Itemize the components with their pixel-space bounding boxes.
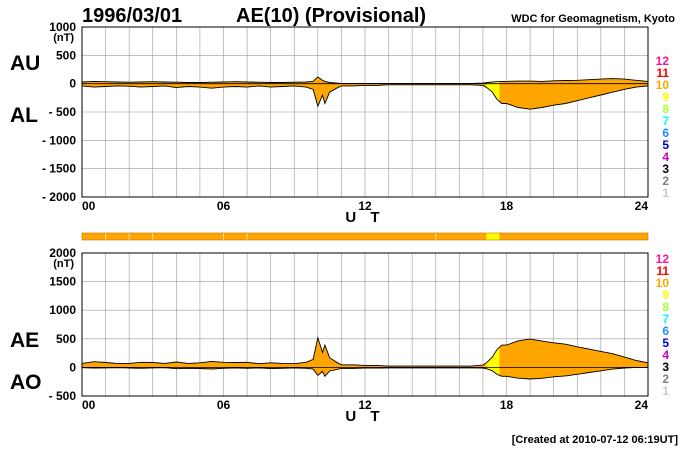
au-al-y-tick-label: - 1500: [42, 162, 76, 176]
au-al-area-highlight: [486, 81, 500, 102]
data-status-bar: [81, 232, 649, 241]
ae-ao-x-tick-label: 06: [217, 398, 231, 412]
au-al-level-8: 8: [662, 102, 669, 116]
ao-label: AO: [10, 371, 42, 394]
ae-ao-y-tick-label: - 500: [49, 389, 77, 403]
au-al-x-tick-label: 00: [82, 199, 96, 213]
ae-ao-lines: [81, 335, 649, 380]
ae-label: AE: [10, 329, 39, 352]
ae-ao-x-tick-label: 18: [500, 398, 514, 412]
au-al-level-2: 2: [662, 174, 669, 188]
ae-ao-y-tick-label: 2000: [49, 246, 76, 260]
ae-ao-level-8: 8: [662, 300, 669, 314]
ae-ao-level-1: 1: [662, 384, 669, 398]
ae-ao-x-ticks: 00 06 12 18 24: [82, 398, 648, 412]
au-al-y-tick-label: - 1000: [42, 133, 76, 147]
status-segment: [82, 233, 487, 240]
ae-ao-level-11: 11: [656, 264, 669, 278]
au-al-y-tick-label: - 500: [49, 105, 77, 119]
ae-ao-level-9: 9: [662, 288, 669, 302]
series-line-ae: [81, 335, 649, 367]
ae-ao-x-tick-label: 00: [82, 398, 96, 412]
ae-ao-area-highlight: [486, 347, 500, 376]
series-line-au: [81, 76, 649, 84]
ae-ao-area-fill: [82, 337, 648, 379]
status-segment: [486, 233, 500, 240]
ae-ao-level-2: 2: [662, 372, 669, 386]
au-al-y-tick-label: 500: [56, 48, 76, 62]
au-al-x-tick-label: 24: [635, 199, 649, 213]
ae-ao-level-10: 10: [656, 276, 670, 290]
date-title: 1996/03/01: [82, 5, 182, 27]
ae-ao-y-tick-label: 500: [56, 332, 76, 346]
au-al-x-axis-label: U T: [345, 209, 384, 226]
ae-ao-x-tick-label: 24: [635, 398, 649, 412]
au-al-level-6: 6: [662, 126, 669, 140]
au-al-level-9: 9: [662, 90, 669, 104]
au-al-y-tick-label: - 2000: [42, 190, 76, 204]
ae-ao-frame: [81, 252, 649, 397]
series-line-ao: [81, 366, 648, 380]
ae-ao-level-3: 3: [662, 360, 669, 374]
ae-ao-grid: [82, 253, 648, 396]
au-al-x-tick-label: 12: [358, 199, 372, 213]
status-segment: [499, 233, 648, 240]
au-al-area-fill: [82, 76, 648, 110]
ae-ao-level-7: 7: [662, 312, 669, 326]
au-label: AU: [10, 52, 40, 75]
ae-ao-x-axis-label: U T: [345, 408, 384, 425]
ae-ao-level-6: 6: [662, 324, 669, 338]
au-al-x-tick-label: 18: [500, 199, 514, 213]
au-al-level-10: 10: [656, 78, 670, 92]
au-al-frame: [81, 26, 649, 198]
au-al-fill: [82, 76, 648, 110]
au-al-level-3: 3: [662, 162, 669, 176]
created-timestamp: [Created at 2010-07-12 06:19UT]: [512, 434, 679, 446]
au-al-x-tick-label: 06: [217, 199, 231, 213]
au-al-x-ticks: 00 06 12 18 24: [82, 199, 648, 213]
au-al-y-tick-label: 1000: [49, 20, 76, 34]
ae-ao-level-4: 4: [662, 348, 669, 362]
au-al-lines: [81, 76, 649, 110]
ae-ao-y-ticks: 2000 1500 1000 500 0 - 500: [49, 246, 77, 403]
ae-ao-x-tick-label: 12: [358, 398, 372, 412]
ae-ao-fill: [82, 337, 648, 379]
ae-ao-y-tick-label: 1000: [49, 303, 76, 317]
index-title: AE(10) (Provisional): [236, 5, 426, 27]
ae-ao-y-tick-label: 1500: [49, 275, 76, 289]
au-al-level-5: 5: [662, 138, 669, 152]
organization-label: WDC for Geomagnetism, Kyoto: [511, 13, 675, 25]
ae-ao-y-tick-label: 0: [69, 360, 76, 374]
ae-ao-level-12: 12: [656, 252, 670, 266]
au-al-unit-label: (nT): [53, 32, 74, 44]
au-al-level-12: 12: [656, 54, 670, 68]
status-bar-frame: [81, 232, 649, 241]
au-al-y-ticks: 1000 500 0 - 500 - 1000 - 1500 - 2000: [42, 20, 76, 204]
au-al-level-4: 4: [662, 150, 669, 164]
au-al-level-7: 7: [662, 114, 669, 128]
ae-ao-level-5: 5: [662, 336, 669, 350]
au-al-level-1: 1: [662, 186, 669, 200]
series-line-al: [81, 84, 649, 110]
al-label: AL: [10, 104, 38, 127]
au-al-level-11: 11: [656, 66, 669, 80]
au-al-grid: [82, 27, 648, 197]
ae-ao-unit-label: (nT): [53, 258, 74, 270]
au-al-y-tick-label: 0: [69, 77, 76, 91]
